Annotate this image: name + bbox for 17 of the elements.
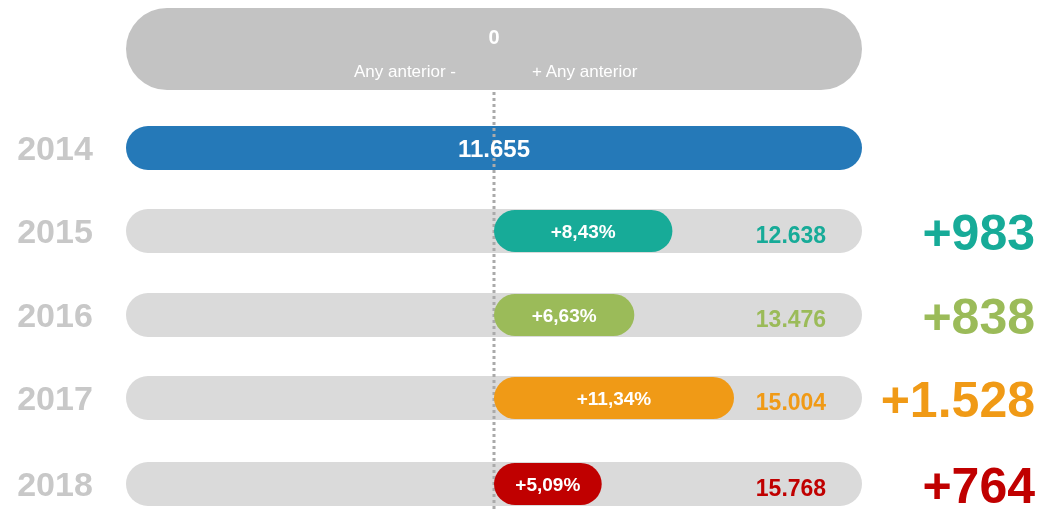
text: +983 (922, 205, 1035, 261)
data-label: +11,34% (576, 388, 652, 409)
data-label: +6,63% (531, 305, 597, 326)
data-label: +5,09% (515, 474, 581, 495)
annotation: 11.655 (457, 135, 531, 162)
data-label: +8,43% (550, 221, 616, 242)
text: +838 (922, 289, 1035, 345)
text: +1.528 (880, 372, 1035, 428)
text: 15.768 (755, 475, 827, 501)
text: 0 (488, 26, 500, 48)
text: Any anterior - (353, 62, 456, 81)
text: + Any anterior (532, 62, 638, 81)
text: 13.476 (755, 306, 827, 332)
bar (494, 377, 734, 419)
text: 15.004 (755, 389, 827, 415)
text: +764 (922, 458, 1036, 509)
text: 12.638 (755, 222, 827, 248)
